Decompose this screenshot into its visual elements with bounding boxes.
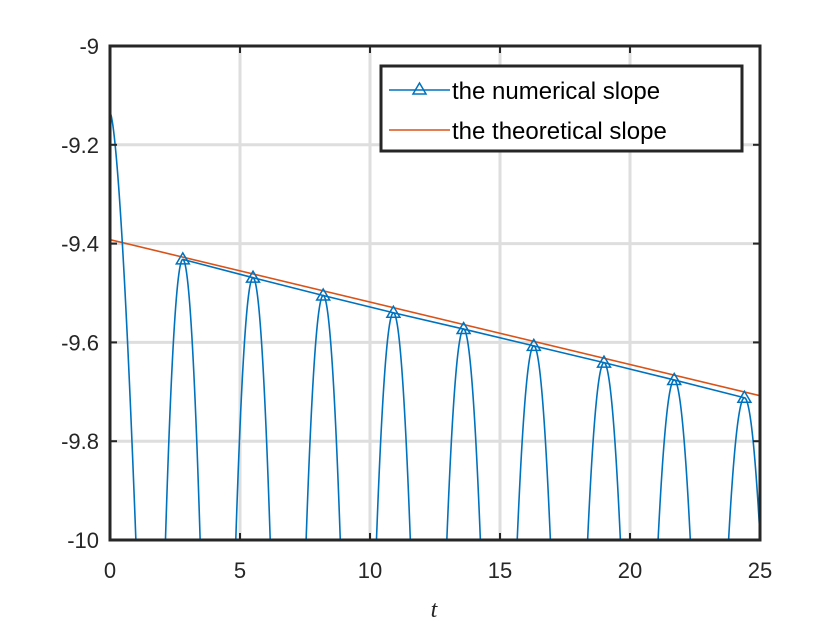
y-tick-label: -9.4: [61, 232, 99, 257]
series-numerical-marker: [596, 354, 612, 368]
y-tick-label: -9: [79, 34, 99, 59]
y-tick-label: -9.8: [61, 429, 99, 454]
y-tick-label: -10: [67, 528, 99, 553]
series-numerical-marker: [736, 389, 753, 403]
series-numerical-marker: [245, 269, 261, 283]
x-tick-label: 10: [358, 558, 382, 583]
x-axis-label: t: [431, 597, 439, 623]
y-tick-label: -9.6: [61, 330, 99, 355]
y-tick-label: -9.2: [61, 133, 99, 158]
series-numerical-marker: [666, 371, 683, 386]
series-numerical-marker: [525, 337, 542, 352]
x-tick-label: 15: [488, 558, 512, 583]
legend: the numerical slope the theoretical slop…: [379, 64, 744, 153]
series-theoretical-line: [110, 238, 760, 397]
series-numerical-marker: [174, 251, 191, 265]
legend-label-numerical: the numerical slope: [452, 78, 660, 105]
x-tick-label: 0: [104, 558, 116, 583]
series-group: [110, 112, 760, 540]
axes-box: [108, 44, 762, 542]
legend-box: [379, 64, 744, 153]
x-tick-label: 25: [748, 558, 772, 583]
series-numerical-marker: [455, 321, 472, 335]
series-numerical-marker: [385, 304, 402, 319]
axes: [108, 44, 762, 542]
plot-area: [110, 112, 760, 540]
x-tick-label: 20: [618, 558, 642, 583]
x-tick-label: 5: [234, 558, 246, 583]
series-numerical-marker: [315, 287, 332, 301]
series-numerical-envelope: [182, 258, 745, 399]
legend-numerical-marker: [411, 81, 428, 95]
legend-label-theoretical: the theoretical slope: [452, 118, 667, 145]
tick-labels: 0 5 10 15 20 25 -10 -9.8 -9.6 -9.4 -9.2 -9: [61, 34, 772, 583]
